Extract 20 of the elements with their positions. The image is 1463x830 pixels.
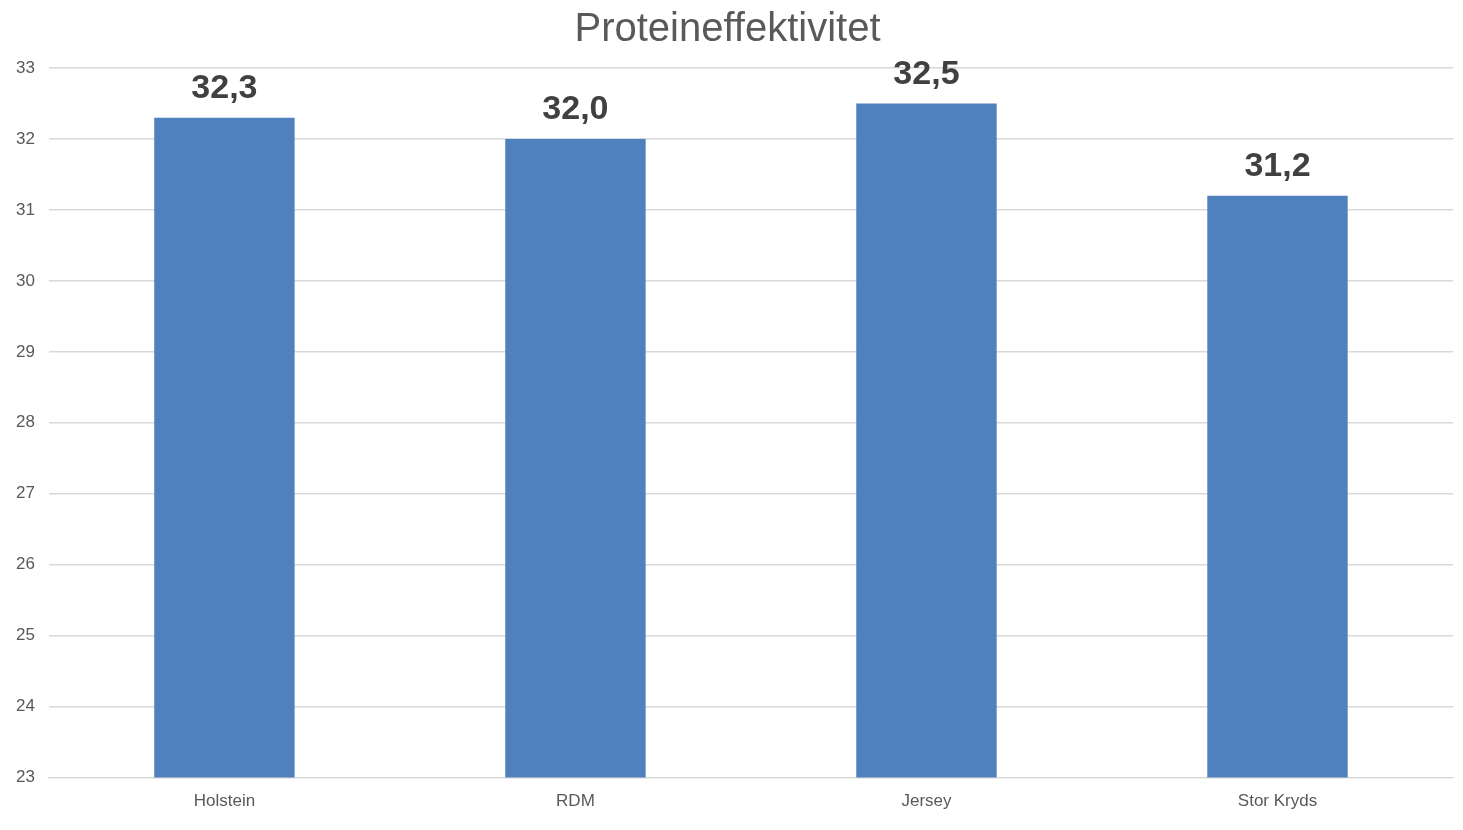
y-tick-label: 28 [15,412,35,432]
y-tick-label: 29 [15,341,35,361]
chart-title: Proteineffektivitet [574,5,881,50]
y-tick-label: 31 [15,199,35,219]
y-tick-label: 26 [15,554,35,574]
x-tick-label: RDM [556,791,595,811]
data-label: 31,2 [1244,145,1311,184]
y-tick-label: 30 [15,270,35,290]
x-tick-label: Jersey [901,791,952,811]
y-tick-label: 23 [15,767,35,787]
data-label: 32,0 [542,88,609,127]
y-tick-label: 24 [15,696,35,716]
data-label: 32,5 [893,52,960,91]
y-tick-label: 33 [15,57,35,77]
x-tick-label: Stor Kryds [1237,791,1318,811]
x-tick-label: Holstein [193,791,256,811]
y-tick-label: 25 [15,625,35,645]
data-label: 32,3 [191,67,258,106]
y-tick-label: 27 [15,483,35,503]
y-tick-label: 32 [15,128,35,148]
